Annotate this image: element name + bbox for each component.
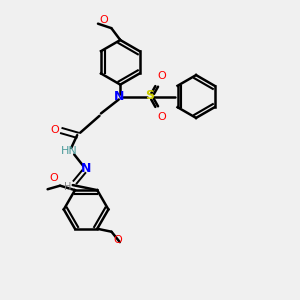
Text: O: O <box>157 112 166 122</box>
Text: O: O <box>99 15 108 25</box>
Text: O: O <box>49 173 58 183</box>
Text: HN: HN <box>61 146 78 157</box>
Text: N: N <box>114 90 124 103</box>
Text: O: O <box>113 235 122 245</box>
Text: H: H <box>64 182 71 192</box>
Text: N: N <box>81 162 91 175</box>
Text: O: O <box>157 71 166 81</box>
Text: S: S <box>146 89 154 102</box>
Text: O: O <box>50 125 59 135</box>
